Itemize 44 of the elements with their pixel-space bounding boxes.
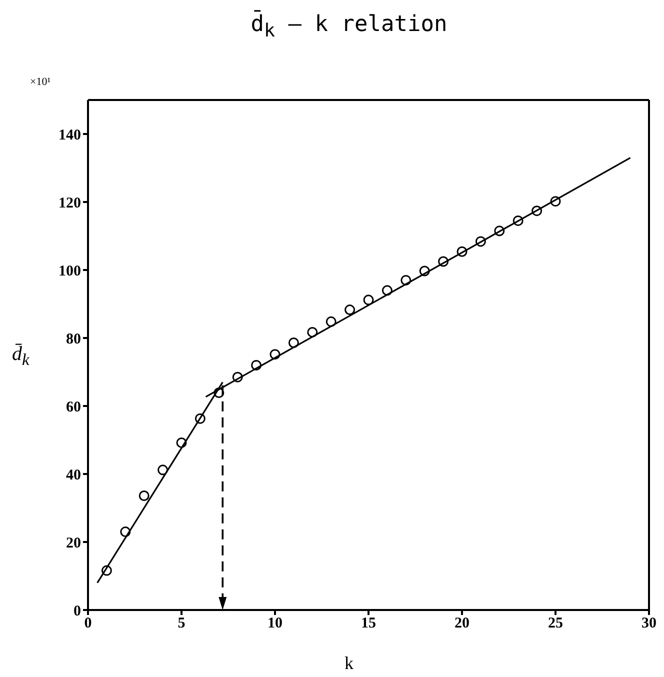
x-tick-label: 20	[454, 616, 470, 632]
point	[438, 256, 449, 267]
point	[288, 338, 299, 348]
x-tick-label: 0	[84, 616, 92, 632]
point	[512, 215, 524, 226]
point	[138, 490, 150, 502]
y-tick-label: 0	[74, 603, 81, 620]
point	[382, 285, 392, 296]
x-tick-label: 25	[548, 616, 563, 632]
point	[419, 266, 430, 276]
x-tick-label: 5	[178, 616, 186, 632]
point	[232, 372, 243, 382]
point	[194, 413, 206, 424]
y-tick-label: 80	[66, 331, 81, 348]
point	[344, 304, 356, 316]
y-axis-title: d̄$_{k}$	[12, 343, 30, 370]
point	[475, 236, 486, 247]
point	[251, 360, 262, 370]
x-tick-label: 15	[361, 616, 376, 632]
point	[307, 326, 318, 338]
x-tick-label: 30	[642, 616, 656, 632]
y-tick-label: 120	[58, 195, 81, 212]
point	[456, 246, 468, 257]
point	[158, 464, 168, 476]
y-tick-label: 20	[66, 535, 81, 552]
x-tick-label: 10	[268, 616, 282, 632]
point	[532, 206, 542, 216]
point	[176, 437, 187, 448]
point	[120, 526, 131, 538]
point	[326, 316, 336, 327]
y-tick-label: 140	[58, 127, 81, 144]
point	[494, 226, 505, 236]
x-axis-title: k	[344, 653, 354, 674]
chart-title: d̄$_{k}$ — k relation	[250, 12, 448, 42]
point	[363, 294, 374, 306]
point	[101, 565, 112, 576]
point	[270, 349, 280, 360]
y-tick-label: 60	[66, 399, 81, 416]
point	[400, 274, 412, 286]
point	[550, 196, 561, 207]
y-tick-label: 40	[66, 467, 81, 484]
y-tick-label: 100	[58, 263, 81, 280]
point	[214, 387, 224, 398]
text: ×10¹	[30, 76, 51, 88]
